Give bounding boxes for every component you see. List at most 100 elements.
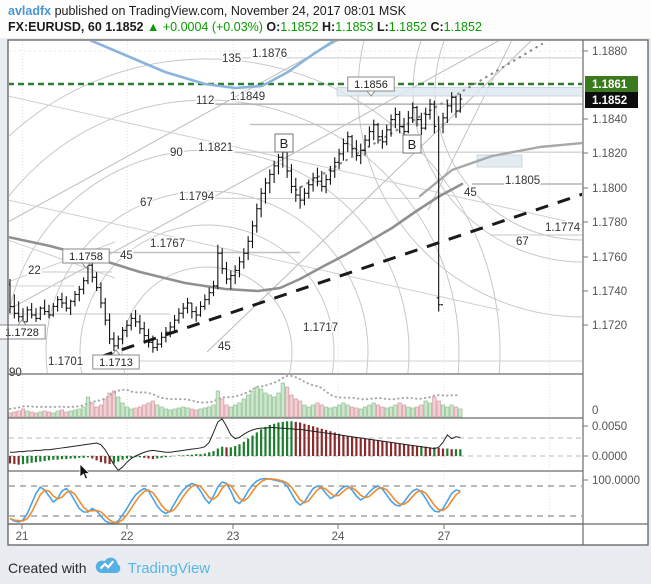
header: avladfx published on TradingView.com, No… xyxy=(0,0,651,38)
volume-bar xyxy=(414,406,420,418)
volume-bar xyxy=(103,398,108,418)
publish-line: avladfx published on TradingView.com, No… xyxy=(8,4,406,18)
plot-background xyxy=(8,40,648,545)
price-annotation-label: 22 xyxy=(28,265,41,277)
volume-bar xyxy=(354,407,359,418)
callout-pointer xyxy=(365,90,377,97)
callout-pointer xyxy=(80,262,92,269)
created-with-label: Created with xyxy=(8,560,87,576)
volume-bar xyxy=(254,386,259,418)
price-axis-label: 1.1720 xyxy=(592,320,627,332)
volume-bar xyxy=(276,392,281,418)
price-annotation-label: 1.1849 xyxy=(230,91,265,103)
price-annotation-label: 45 xyxy=(120,250,133,262)
price-badge-label: 1.1852 xyxy=(592,95,627,107)
trend-channel-line xyxy=(9,95,582,226)
low-value: 1.1852 xyxy=(388,20,427,34)
volume-bar xyxy=(16,410,21,418)
volume-bar xyxy=(129,408,134,418)
price-callout-text: 1.1856 xyxy=(354,79,388,91)
volume-bar xyxy=(388,406,394,418)
dotted-trendline xyxy=(294,42,544,192)
tradingview-logo-icon[interactable] xyxy=(94,556,121,580)
time-axis-label: 23 xyxy=(227,531,240,543)
volume-bar xyxy=(181,406,186,418)
volume-bar xyxy=(423,400,428,418)
volume-bar xyxy=(380,406,385,418)
price-callout-text: 1.1728 xyxy=(5,327,39,339)
price-axis-label: 1.1800 xyxy=(592,183,627,195)
gann-arc-left xyxy=(45,190,369,373)
volume-bar xyxy=(285,386,290,418)
volume-bar xyxy=(7,412,13,418)
volume-bar xyxy=(341,402,346,418)
open-label: O: xyxy=(266,20,281,34)
volume-bar xyxy=(272,396,277,418)
volume-bar xyxy=(38,411,43,418)
price-annotation-label: 90 xyxy=(170,147,183,159)
footer: Created with TradingView xyxy=(8,553,210,583)
volume-bar xyxy=(98,404,103,418)
volume-bar xyxy=(384,407,389,418)
volume-bar xyxy=(315,402,320,418)
volume-bar xyxy=(194,409,199,418)
volume-bar xyxy=(436,400,441,418)
volume-bar xyxy=(345,404,350,418)
price-annotation-label: 1.1717 xyxy=(303,322,338,334)
gann-arc-left xyxy=(9,58,501,373)
volume-bar xyxy=(289,394,294,418)
up-triangle-icon: ▲ xyxy=(146,20,160,34)
last-price: 1.1852 xyxy=(105,20,144,34)
volume-bar xyxy=(42,410,47,418)
volume-bar xyxy=(77,408,82,418)
price-change: +0.0004 (+0.03%) xyxy=(162,20,263,34)
bollinger-upper-band xyxy=(88,41,337,90)
volume-bar xyxy=(298,400,303,418)
volume-bar xyxy=(189,408,194,418)
stochastic-d-line xyxy=(9,478,461,524)
volume-bar xyxy=(111,390,116,418)
volume-bar xyxy=(293,398,298,418)
volume-bar xyxy=(259,388,264,418)
volume-bar xyxy=(120,402,125,418)
price-annotation-label: 1.1767 xyxy=(150,238,185,250)
volume-bar xyxy=(25,410,30,418)
time-axis-label: 21 xyxy=(16,531,29,543)
volume-bar xyxy=(458,408,463,418)
volume-bar xyxy=(401,404,407,418)
symbol-label[interactable]: FX:EURUSD, 60 xyxy=(8,20,102,34)
wave-b-marker-box xyxy=(274,133,294,153)
trend-channel-line xyxy=(9,41,339,223)
volume-bar xyxy=(29,411,34,418)
mouse-cursor-icon xyxy=(79,463,91,480)
price-annotation-label: 45 xyxy=(464,187,477,199)
volume-bar xyxy=(124,406,129,418)
callout-pointer xyxy=(16,319,28,326)
volume-bar xyxy=(445,406,450,418)
tradingview-brand-link[interactable]: TradingView xyxy=(127,559,211,577)
volume-bar xyxy=(159,406,164,418)
price-axis-label: 1.1820 xyxy=(592,148,627,160)
callout-pointer xyxy=(110,349,122,356)
volume-bar xyxy=(449,404,454,418)
volume-bar xyxy=(367,404,372,418)
macd-signal-line xyxy=(10,418,461,471)
publish-text: published on TradingView.com, November 2… xyxy=(51,4,406,18)
volume-bar xyxy=(237,402,242,418)
volume-bar xyxy=(20,408,26,418)
volume-bar xyxy=(72,409,78,418)
volume-bar xyxy=(150,400,155,418)
volume-bar xyxy=(337,404,342,418)
volume-bar xyxy=(55,410,60,418)
volume-bar xyxy=(94,406,99,418)
price-annotation-label: 1.1701 xyxy=(48,356,83,368)
volume-bar xyxy=(363,406,368,418)
volume-bar xyxy=(168,409,173,418)
high-label: H: xyxy=(322,20,336,34)
volume-bar xyxy=(371,402,376,418)
volume-bar xyxy=(453,406,459,418)
high-value: 1.1853 xyxy=(335,20,374,34)
gann-arc-left xyxy=(9,149,410,373)
volume-bar xyxy=(432,396,437,418)
author-link[interactable]: avladfx xyxy=(8,4,52,18)
